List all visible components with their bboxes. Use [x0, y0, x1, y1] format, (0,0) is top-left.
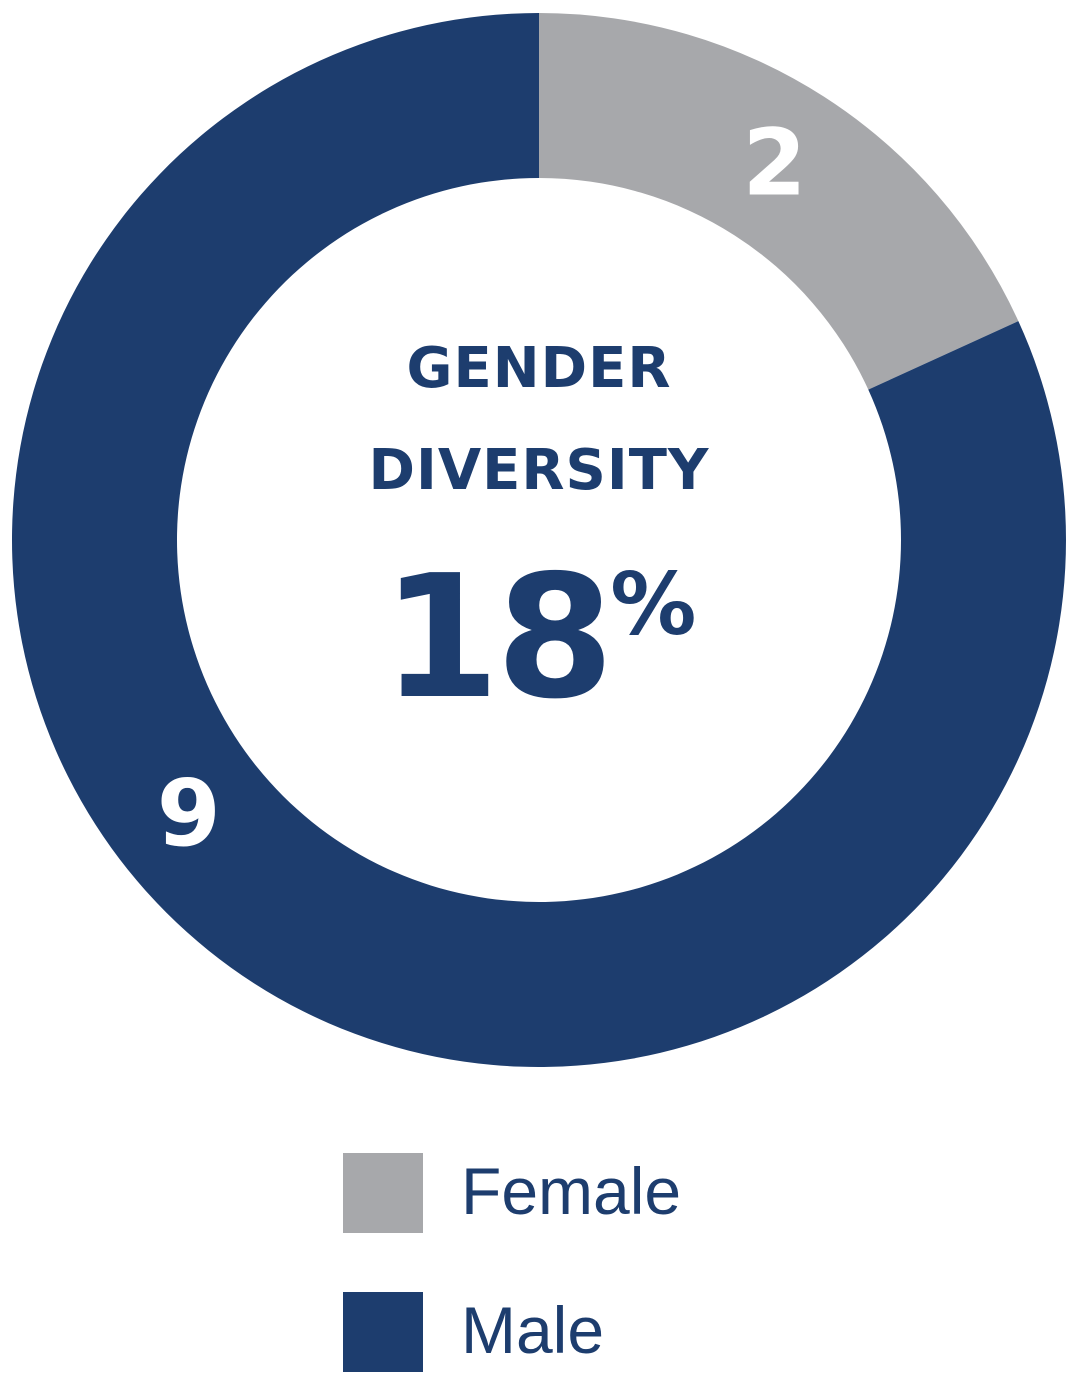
center-percentage-value: 18: [381, 539, 615, 737]
slice-female: [539, 13, 1019, 390]
slice-value-male: 9: [157, 760, 221, 867]
legend-swatch-female: [343, 1153, 423, 1233]
center-percentage: 18%: [289, 520, 789, 723]
chart-title-line-2: DIVERSITY: [368, 438, 710, 503]
center-percentage-unit: %: [610, 555, 697, 655]
chart-title-line-1: GENDER: [406, 336, 672, 401]
legend-swatch-male: [343, 1292, 423, 1372]
slice-value-female: 2: [743, 110, 807, 217]
donut-chart: 29: [12, 13, 1067, 1067]
legend-label-male: Male: [461, 1293, 605, 1367]
legend-label-female: Female: [461, 1154, 682, 1228]
slice-male: [12, 13, 1067, 1067]
